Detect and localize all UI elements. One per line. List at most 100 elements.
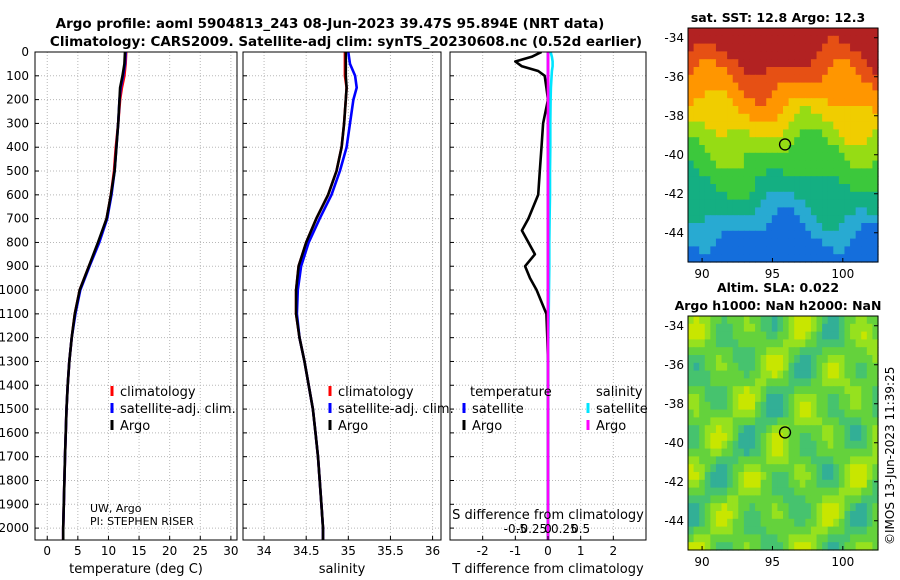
map-cell: [777, 526, 784, 535]
map-cell: [693, 534, 700, 543]
map-cell: [866, 184, 874, 193]
map-cell: [822, 199, 829, 208]
map-cell: [715, 246, 723, 255]
map-cell: [861, 456, 868, 465]
map-cell: [872, 378, 879, 387]
map-cell: [816, 121, 823, 130]
map-cell: [850, 98, 857, 107]
map-cell: [794, 184, 801, 193]
map-cell: [805, 82, 812, 91]
map-cell: [732, 362, 739, 372]
map-cell: [727, 362, 734, 372]
map-cell: [710, 503, 717, 512]
map-cell: [766, 106, 773, 115]
map-cell: [699, 230, 706, 240]
map-cell: [794, 215, 801, 224]
map-cell: [810, 74, 818, 84]
map-cell: [755, 176, 762, 185]
map-cell: [799, 511, 806, 520]
map-cell: [738, 394, 745, 403]
map-cell: [838, 59, 846, 68]
map-cell: [866, 518, 874, 528]
map-cell: [755, 254, 762, 263]
map-cell: [850, 370, 857, 379]
map-cell: [766, 394, 773, 403]
map-cell: [805, 137, 812, 146]
map-cell: [822, 106, 829, 115]
map-cell: [805, 370, 812, 379]
map-cell: [827, 199, 834, 208]
map-cell: [872, 433, 879, 442]
map-cell: [688, 254, 695, 263]
map-cell: [799, 98, 806, 107]
map-cell: [838, 433, 846, 442]
map-cell: [833, 152, 840, 162]
map-cell: [850, 215, 857, 224]
map-cell: [738, 168, 745, 177]
map-cell: [743, 464, 751, 473]
map-cell: [777, 542, 784, 551]
map-cell: [766, 246, 773, 255]
map-cell: [794, 59, 801, 68]
map-cell: [833, 145, 840, 154]
map-cell: [850, 67, 857, 76]
map-cell: [855, 184, 862, 193]
x-axis-label: temperature (deg C): [69, 562, 203, 577]
map-cell: [749, 347, 756, 356]
map-cell: [783, 526, 790, 535]
map-cell: [715, 417, 723, 426]
map-cell: [760, 28, 767, 37]
map-cell: [727, 479, 734, 489]
map-cell: [688, 199, 695, 208]
map-cell: [704, 417, 711, 426]
map-cell: [799, 487, 806, 496]
map-cell: [699, 440, 706, 450]
map-cell: [810, 59, 818, 68]
map-cell: [788, 238, 795, 247]
map-cell: [805, 246, 812, 255]
map-cell: [771, 370, 779, 379]
map-cell: [844, 370, 851, 379]
map-cell: [872, 472, 879, 481]
map-cell: [822, 331, 829, 340]
map-cell: [827, 479, 834, 489]
map-cell: [755, 433, 762, 442]
map-cell: [688, 542, 695, 551]
map-cell: [693, 74, 700, 84]
map-cell: [738, 137, 745, 146]
map-cell: [844, 43, 851, 52]
map-cell: [794, 323, 801, 333]
map-cell: [699, 370, 706, 379]
map-cell: [721, 82, 728, 91]
map-cell: [693, 495, 700, 504]
map-cell: [715, 51, 723, 60]
map-cell: [743, 51, 751, 60]
map-cell: [816, 98, 823, 107]
map-cell: [794, 487, 801, 496]
map-cell: [777, 168, 784, 177]
map-cell: [838, 51, 846, 60]
map-cell: [810, 503, 818, 512]
map-cell: [771, 323, 779, 333]
map-cell: [721, 90, 728, 99]
map-cell: [699, 106, 706, 115]
map-cell: [727, 129, 734, 138]
map-cell: [805, 129, 812, 138]
map-cell: [777, 401, 784, 411]
map-cell: [866, 137, 874, 146]
map-cell: [827, 51, 834, 60]
map-cell: [799, 394, 806, 403]
map-cell: [688, 331, 695, 340]
map-cell: [760, 347, 767, 356]
map-cell: [872, 339, 879, 348]
map-cell: [693, 362, 700, 372]
map-cell: [844, 145, 851, 154]
map-cell: [861, 355, 868, 364]
map-cell: [788, 51, 795, 60]
map-cell: [866, 246, 874, 255]
map-cell: [850, 121, 857, 130]
map-cell: [688, 145, 695, 154]
map-cell: [760, 464, 767, 473]
map-cell: [710, 129, 717, 138]
map-cell: [704, 534, 711, 543]
